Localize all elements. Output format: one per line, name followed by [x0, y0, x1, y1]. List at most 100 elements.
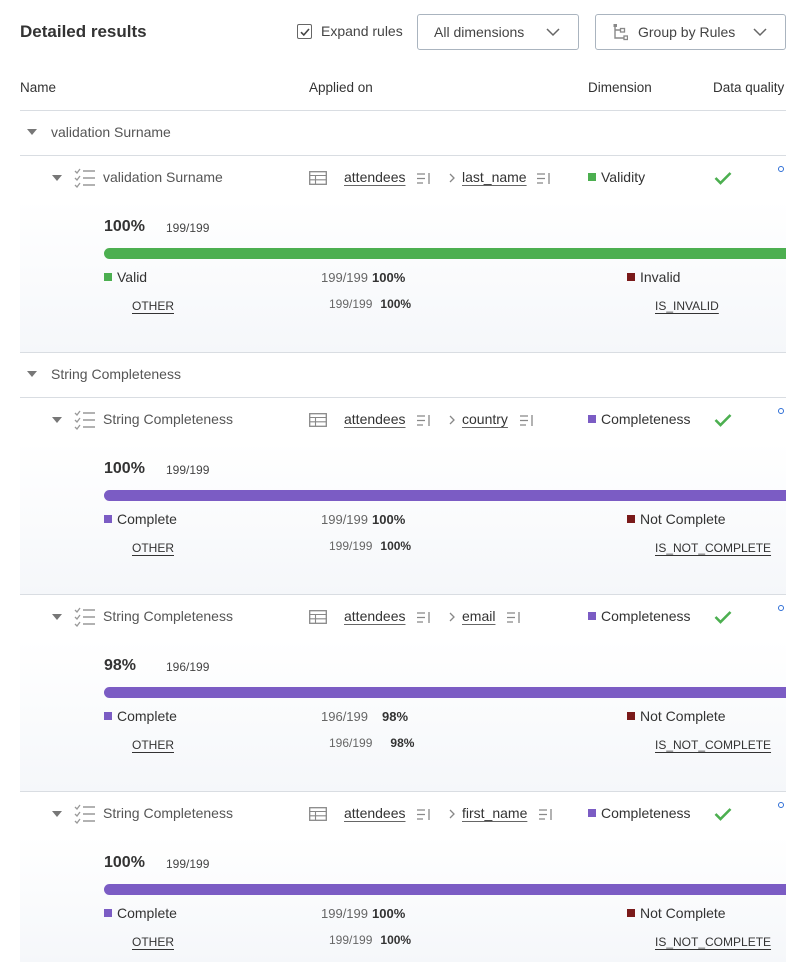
check-icon [714, 611, 732, 624]
legend-swatch [627, 273, 635, 281]
filter-lines-icon[interactable] [507, 611, 521, 624]
filter-lines-icon[interactable] [417, 808, 431, 821]
rule-detail-panel [20, 442, 786, 594]
quality-fraction: 199/199 [166, 857, 210, 871]
chevron-right-icon [449, 612, 455, 622]
rule-detail-panel [20, 639, 786, 791]
filter-lines-icon[interactable] [520, 414, 534, 427]
rule-collapse-toggle[interactable] [52, 175, 62, 181]
column-link[interactable]: email [462, 608, 496, 624]
legend-label: Not Complete [640, 511, 726, 527]
caret-down-icon [52, 614, 62, 620]
table-icon [309, 807, 327, 821]
legend-positive: Complete [104, 511, 177, 527]
rule-collapse-toggle[interactable] [52, 417, 62, 423]
legend-label: Not Complete [640, 905, 726, 921]
divider [20, 352, 786, 353]
rule-name: validation Surname [103, 169, 223, 185]
table-icon [309, 413, 327, 427]
column-header-name[interactable]: Name [20, 80, 57, 95]
divider [20, 397, 786, 398]
legend-label: Valid [117, 269, 148, 285]
positive-value: 199/199 100% [321, 906, 406, 921]
page-title: Detailed results [20, 22, 147, 41]
rule-name: String Completeness [103, 608, 233, 624]
quality-fraction: 196/199 [166, 660, 210, 674]
column-link[interactable]: last_name [462, 169, 527, 185]
check-icon [714, 414, 732, 427]
group-label[interactable]: validation Surname [51, 124, 171, 140]
rule-collapse-toggle[interactable] [52, 614, 62, 620]
rule-detail-panel [20, 200, 786, 352]
group-by-select[interactable]: Group by Rules [595, 14, 786, 50]
quality-fraction: 199/199 [166, 463, 210, 477]
legend-label: Complete [117, 905, 177, 921]
legend-swatch [104, 712, 112, 720]
column-link[interactable]: country [462, 411, 508, 427]
legend-swatch [627, 712, 635, 720]
positive-sub-link[interactable]: OTHER [132, 738, 174, 752]
column-header-data-quality[interactable]: Data quality [713, 80, 785, 95]
divider [20, 155, 786, 156]
column-link[interactable]: first_name [462, 805, 528, 821]
quality-progress-bar [104, 884, 786, 895]
legend-swatch [104, 909, 112, 917]
rule-list-icon [74, 168, 95, 188]
filter-lines-icon[interactable] [539, 808, 553, 821]
rule-detail-panel [20, 836, 786, 962]
negative-sub-link[interactable]: IS_INVALID [655, 299, 719, 313]
table-link[interactable]: attendees [344, 411, 406, 427]
check-icon [714, 808, 732, 821]
column-header-dimension[interactable]: Dimension [588, 80, 652, 95]
dimension-color-swatch [588, 415, 596, 423]
dimension-color-swatch [588, 809, 596, 817]
dimension-badge: Completeness [588, 805, 691, 821]
dimension-label: Completeness [601, 805, 691, 821]
dimension-badge: Completeness [588, 411, 691, 427]
dimension-select[interactable]: All dimensions [417, 14, 579, 50]
table-link[interactable]: attendees [344, 169, 406, 185]
negative-sub-link[interactable]: IS_NOT_COMPLETE [655, 738, 772, 752]
positive-sub-value: 196/199 98% [329, 736, 415, 750]
positive-sub-link[interactable]: OTHER [132, 299, 174, 313]
rule-collapse-toggle[interactable] [52, 811, 62, 817]
positive-sub-link[interactable]: OTHER [132, 935, 174, 949]
filter-lines-icon[interactable] [417, 172, 431, 185]
legend-negative: Not Complete [627, 708, 726, 724]
status-dot-icon [778, 605, 784, 611]
filter-lines-icon[interactable] [417, 414, 431, 427]
chevron-right-icon [449, 415, 455, 425]
expand-rules-toggle[interactable]: Expand rules [297, 23, 403, 39]
caret-down-icon [27, 371, 37, 377]
expand-rules-checkbox[interactable] [297, 23, 312, 39]
dimension-color-swatch [588, 173, 596, 181]
quality-percent: 98% [104, 657, 137, 674]
filter-lines-icon[interactable] [417, 611, 431, 624]
table-link[interactable]: attendees [344, 805, 406, 821]
legend-negative: Not Complete [627, 905, 726, 921]
group-collapse-toggle[interactable] [27, 129, 37, 135]
dimension-color-swatch [588, 612, 596, 620]
quality-percent: 100% [104, 854, 145, 871]
legend-label: Complete [117, 511, 177, 527]
negative-sub-link[interactable]: IS_NOT_COMPLETE [655, 935, 772, 949]
negative-sub-link[interactable]: IS_NOT_COMPLETE [655, 541, 772, 555]
rule-name: String Completeness [103, 411, 233, 427]
positive-sub-value: 199/199 100% [329, 297, 412, 311]
filter-lines-icon[interactable] [537, 172, 551, 185]
group-collapse-toggle[interactable] [27, 371, 37, 377]
status-dot-icon [778, 408, 784, 414]
positive-value: 199/199 100% [321, 512, 406, 527]
quality-percent: 100% [104, 218, 145, 235]
chevron-right-icon [449, 173, 455, 183]
table-link[interactable]: attendees [344, 608, 406, 624]
column-header-applied-on[interactable]: Applied on [309, 80, 373, 95]
dimension-badge: Validity [588, 169, 645, 185]
group-label[interactable]: String Completeness [51, 366, 181, 382]
check-icon [714, 172, 732, 185]
status-dot-icon [778, 166, 784, 172]
legend-swatch [104, 273, 112, 281]
quality-fraction: 199/199 [166, 221, 210, 235]
quality-progress-bar [104, 248, 786, 259]
positive-sub-link[interactable]: OTHER [132, 541, 174, 555]
